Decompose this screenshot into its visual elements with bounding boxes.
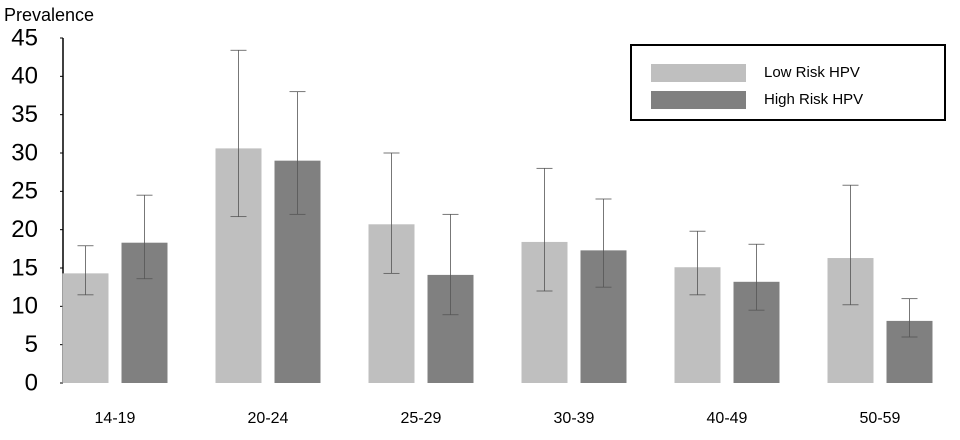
y-tick-label: 10 <box>11 293 38 320</box>
y-tick-label: 0 <box>25 369 38 396</box>
legend-label: High Risk HPV <box>764 91 863 108</box>
legend-label: Low Risk HPV <box>764 64 860 81</box>
x-tick-label: 40-49 <box>707 410 748 427</box>
legend-swatch <box>651 91 746 109</box>
y-tick-label: 30 <box>11 139 38 166</box>
y-tick-label: 15 <box>11 254 38 281</box>
x-tick-label: 50-59 <box>860 410 901 427</box>
y-axis-label: Prevalence <box>4 5 94 25</box>
x-tick-label: 14-19 <box>95 410 136 427</box>
x-tick-label: 20-24 <box>248 410 289 427</box>
legend-swatch <box>651 64 746 82</box>
y-tick-label: 35 <box>11 101 38 128</box>
x-tick-label: 25-29 <box>401 410 442 427</box>
y-tick-label: 20 <box>11 216 38 243</box>
y-tick-label: 40 <box>11 63 38 90</box>
y-tick-label: 45 <box>11 24 38 51</box>
y-tick-label: 5 <box>25 331 38 358</box>
y-tick-label: 25 <box>11 178 38 205</box>
x-tick-label: 30-39 <box>554 410 595 427</box>
